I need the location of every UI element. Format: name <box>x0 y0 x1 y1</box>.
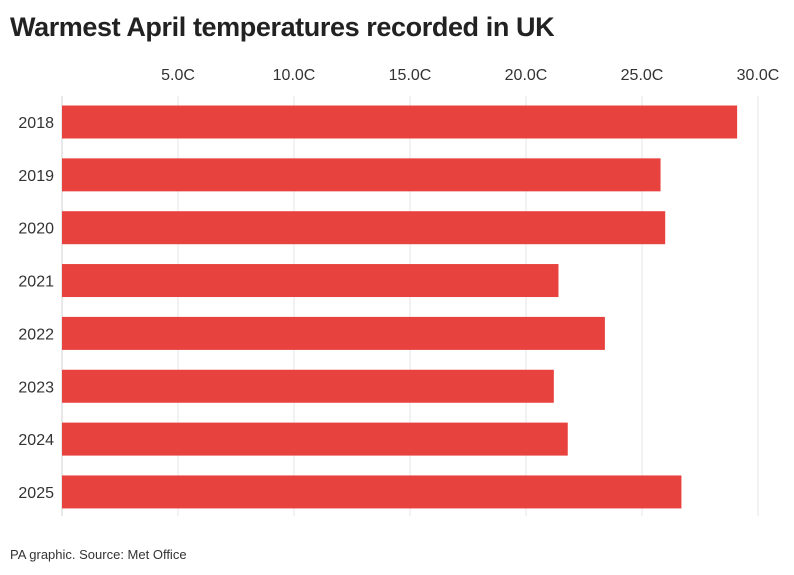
bar <box>62 264 559 298</box>
x-tick-label: 15.0C <box>389 67 432 84</box>
y-category-label: 2019 <box>18 168 54 185</box>
x-tick-label: 10.0C <box>273 67 316 84</box>
bar <box>62 369 554 403</box>
x-tick-label: 25.0C <box>621 67 664 84</box>
bar <box>62 475 682 509</box>
x-tick-label: 30.0C <box>737 67 780 84</box>
y-category-label: 2020 <box>18 221 54 238</box>
bar <box>62 316 605 350</box>
y-category-label: 2025 <box>18 485 54 502</box>
y-category-label: 2024 <box>18 432 54 449</box>
y-axis-categories: 2018 2019 2020 2021 2022 2023 2024 2025 <box>18 115 54 502</box>
x-tick-label: 5.0C <box>161 67 195 84</box>
bar <box>62 158 661 192</box>
x-axis-ticks: 5.0C 10.0C 15.0C 20.0C 25.0C 30.0C <box>161 67 779 84</box>
source-note: PA graphic. Source: Met Office <box>10 547 187 562</box>
y-category-label: 2023 <box>18 379 54 396</box>
bars <box>62 105 738 509</box>
x-tick-label: 20.0C <box>505 67 548 84</box>
chart-title: Warmest April temperatures recorded in U… <box>10 12 555 42</box>
bar <box>62 211 666 245</box>
y-category-label: 2022 <box>18 326 54 343</box>
y-category-label: 2021 <box>18 274 54 291</box>
bar <box>62 105 738 139</box>
y-category-label: 2018 <box>18 115 54 132</box>
bar <box>62 422 568 456</box>
